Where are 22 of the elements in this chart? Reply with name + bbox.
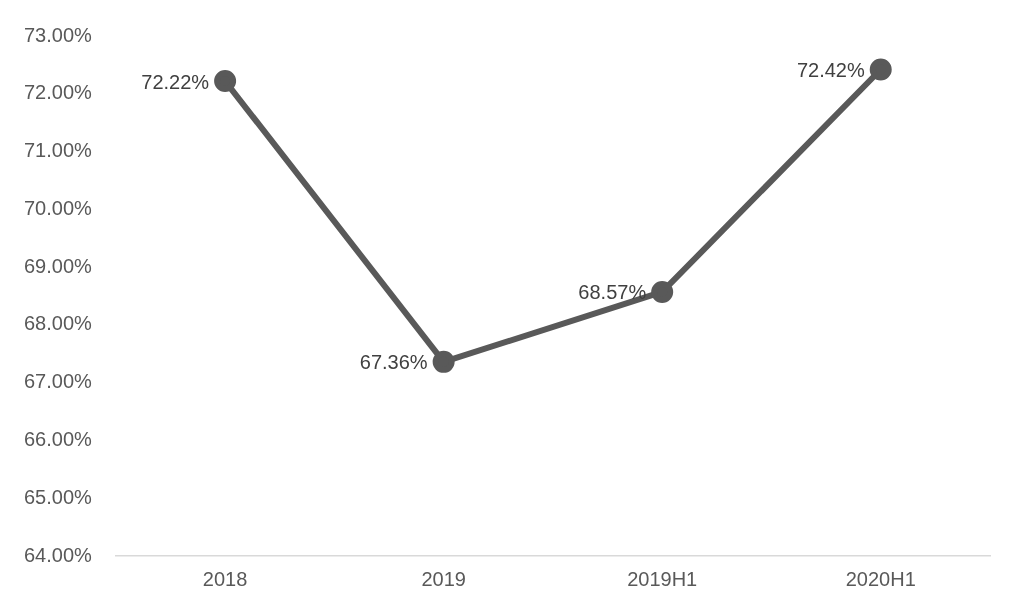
y-tick-label: 70.00% bbox=[23, 196, 93, 219]
x-tick-label: 2019H1 bbox=[627, 567, 698, 590]
data-label: 72.42% bbox=[796, 59, 865, 82]
y-tick-label: 65.00% bbox=[23, 485, 93, 508]
y-tick-label: 73.00% bbox=[23, 23, 93, 46]
y-tick-label: 69.00% bbox=[23, 254, 93, 277]
y-tick-label: 71.00% bbox=[23, 139, 93, 162]
x-tick-label: 2019 bbox=[421, 567, 466, 590]
point bbox=[214, 70, 237, 93]
y-tick-label: 67.00% bbox=[23, 370, 93, 393]
x-tick-label: 2018 bbox=[202, 567, 248, 590]
y-tick-label: 66.00% bbox=[23, 427, 93, 450]
x-tick-label: 2020H1 bbox=[845, 567, 916, 590]
point bbox=[869, 58, 892, 81]
data-label: 68.57% bbox=[578, 281, 647, 304]
point bbox=[651, 280, 674, 303]
y-tick-label: 72.00% bbox=[23, 81, 93, 104]
data-label: 67.36% bbox=[359, 351, 428, 374]
point bbox=[432, 350, 455, 373]
y-tick-label: 64.00% bbox=[23, 543, 93, 566]
data-label: 72.22% bbox=[141, 70, 210, 93]
y-tick-label: 68.00% bbox=[23, 312, 93, 335]
